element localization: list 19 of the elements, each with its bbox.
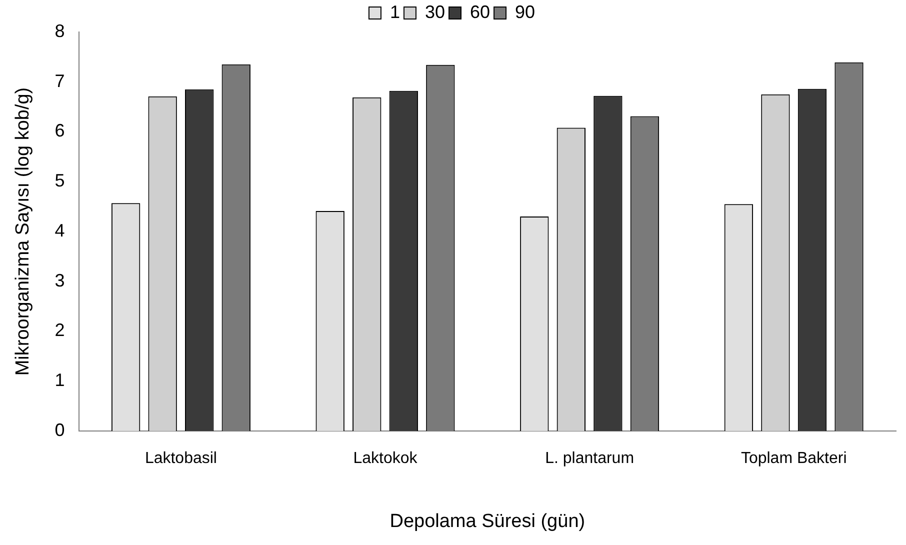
y-tick-label: 5 (54, 170, 65, 191)
legend-label: 1 (390, 2, 400, 22)
x-tick-label: Laktobasil (144, 450, 217, 468)
y-tick-label: 2 (54, 320, 65, 340)
y-tick-label: 0 (54, 420, 65, 440)
legend-label: 60 (470, 2, 490, 22)
y-tick-label: 8 (54, 20, 65, 41)
y-tick-label: 4 (54, 220, 65, 240)
y-tick-label: 1 (54, 370, 65, 390)
y-axis-title: Mikroorganizma Sayısı (log kob/g) (12, 87, 34, 376)
y-tick-label: 6 (54, 120, 65, 141)
y-tick-label: 3 (54, 270, 65, 290)
x-tick-label: L. plantarum (545, 450, 634, 468)
y-tick-label: 7 (54, 70, 65, 91)
legend-label: 90 (515, 2, 536, 22)
x-tick-label: Toplam Bakteri (740, 450, 847, 468)
x-tick-label: Laktokok (353, 450, 418, 468)
legend-label: 30 (424, 2, 446, 22)
x-axis-title: Depolama Süresi (gün) (390, 510, 586, 532)
